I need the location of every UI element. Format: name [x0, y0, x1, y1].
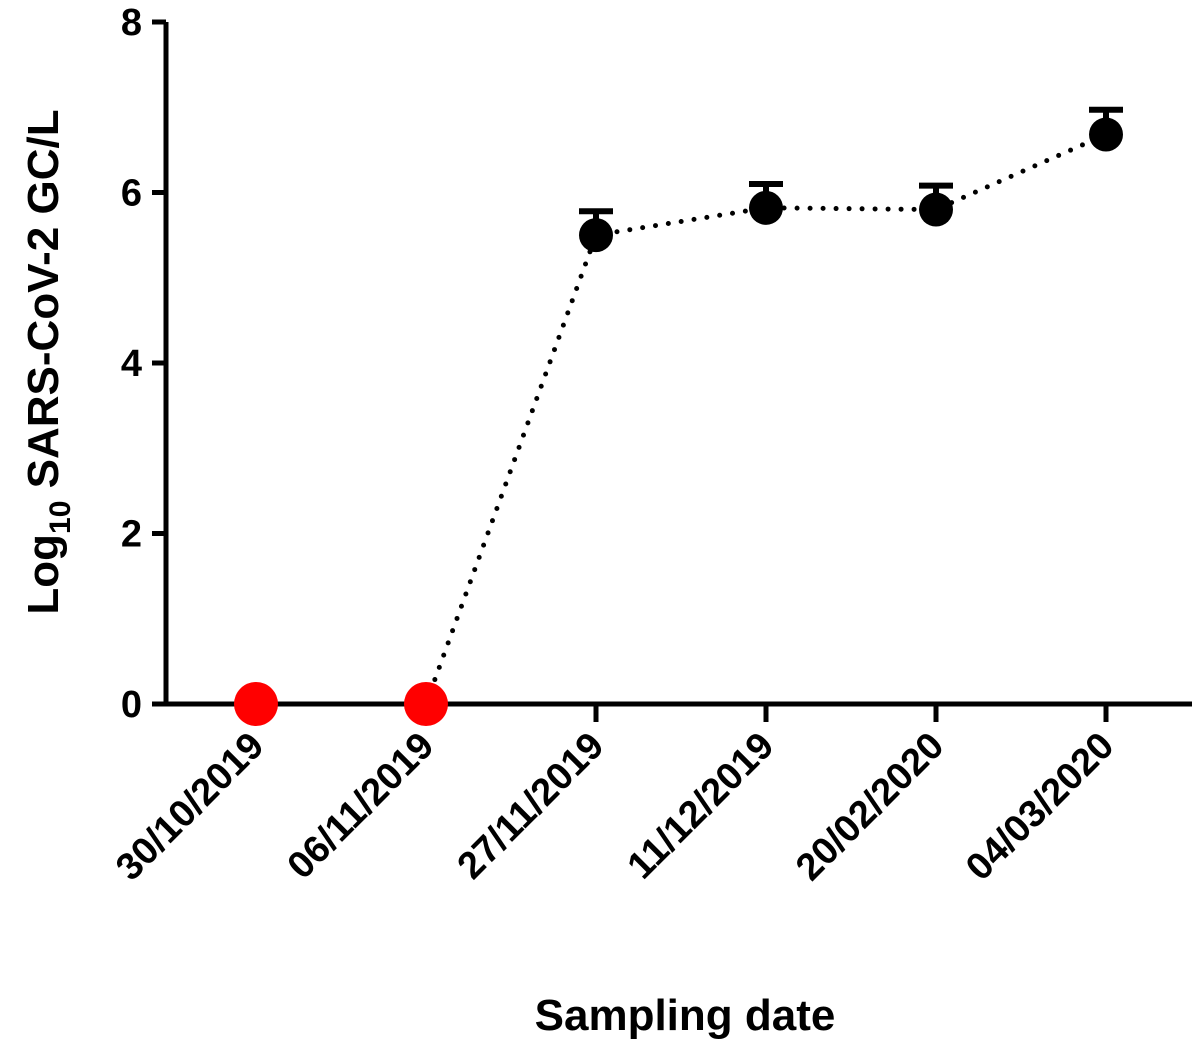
x-tick-labels: 30/10/2019 06/11/2019 27/11/2019 11/12/2019… — [108, 725, 1122, 889]
data-point-negative — [234, 682, 278, 726]
axes — [163, 22, 1192, 707]
y-tick-label: 8 — [121, 2, 142, 44]
x-tick-label: 30/10/2019 — [108, 725, 272, 889]
y-axis-title-prefix: Log — [19, 534, 68, 615]
y-ticks: 0 2 4 6 8 — [121, 2, 166, 726]
data-points — [234, 117, 1123, 726]
y-axis-title-suffix: SARS-CoV-2 GC/L — [19, 109, 68, 500]
x-tick-label: 20/02/2020 — [788, 725, 952, 889]
data-point — [919, 192, 953, 227]
y-tick-label: 2 — [121, 514, 142, 556]
data-point — [579, 218, 613, 253]
y-tick-label: 6 — [121, 173, 142, 215]
y-tick-label: 0 — [121, 684, 142, 726]
y-axis-title-subscript: 10 — [44, 501, 77, 534]
y-axis-title: Log10 SARS-CoV-2 GC/L — [19, 109, 77, 614]
data-point — [749, 190, 783, 225]
x-axis-title: Sampling date — [535, 991, 836, 1040]
x-tick-label: 27/11/2019 — [450, 725, 613, 888]
data-point — [1089, 117, 1123, 152]
data-point-negative — [404, 682, 448, 726]
x-tick-label: 04/03/2020 — [958, 725, 1122, 889]
x-tick-label: 11/12/2019 — [620, 725, 783, 888]
y-tick-label: 4 — [121, 343, 142, 385]
x-tick-label: 06/11/2019 — [280, 725, 443, 888]
error-bars — [579, 106, 1123, 236]
x-ticks — [593, 704, 1109, 722]
